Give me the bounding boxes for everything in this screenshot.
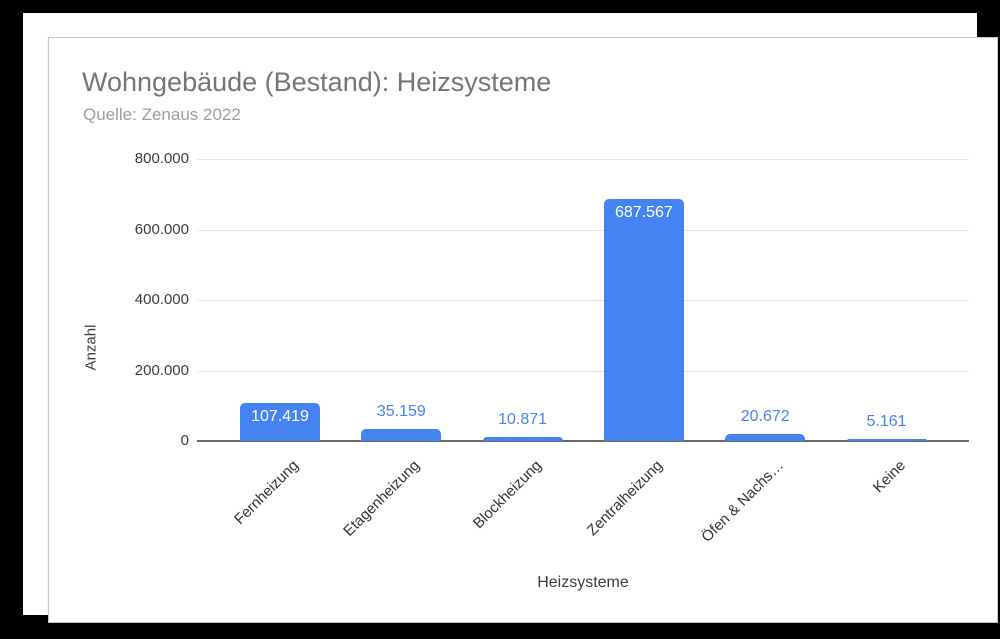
bar[interactable] xyxy=(846,439,927,441)
bar-value-label: 10.871 xyxy=(498,411,548,428)
y-tick-label: 200.000 xyxy=(134,361,189,379)
bar[interactable] xyxy=(603,199,684,441)
bar-value-label: 687.567 xyxy=(614,204,673,221)
plot-area: 107.419 35.159 10.871 687.567 20.672 5.161 xyxy=(197,159,969,442)
chart-subtitle: Quelle: Zenaus 2022 xyxy=(83,105,241,124)
chart-card[interactable]: Wohngebäude (Bestand): Heizsysteme Quell… xyxy=(48,37,998,623)
y-tick-label: 400.000 xyxy=(134,291,189,308)
bar-value-label: 35.159 xyxy=(376,403,426,420)
gridline xyxy=(197,229,969,231)
bar[interactable] xyxy=(482,437,563,441)
gridline xyxy=(197,300,969,301)
bar-value-label: 107.419 xyxy=(251,408,309,425)
x-axis-baseline xyxy=(197,440,969,442)
y-tick-label: 600.000 xyxy=(134,220,189,238)
bar[interactable] xyxy=(240,403,320,441)
bar-value-label: 5.161 xyxy=(866,413,907,430)
bar[interactable] xyxy=(725,434,806,441)
y-tick-label: 800.000 xyxy=(134,150,189,167)
x-axis-title: Heizsysteme xyxy=(537,574,629,591)
y-tick-label: 0 xyxy=(180,432,189,449)
chart-title: Wohngebäude (Bestand): Heizsysteme xyxy=(82,67,552,97)
gridline xyxy=(197,370,969,372)
bar-value-label: 20.672 xyxy=(740,408,790,425)
slide-canvas: Wohngebäude (Bestand): Heizsysteme Quell… xyxy=(23,13,998,623)
gridline xyxy=(197,159,969,160)
bar[interactable] xyxy=(361,429,442,441)
